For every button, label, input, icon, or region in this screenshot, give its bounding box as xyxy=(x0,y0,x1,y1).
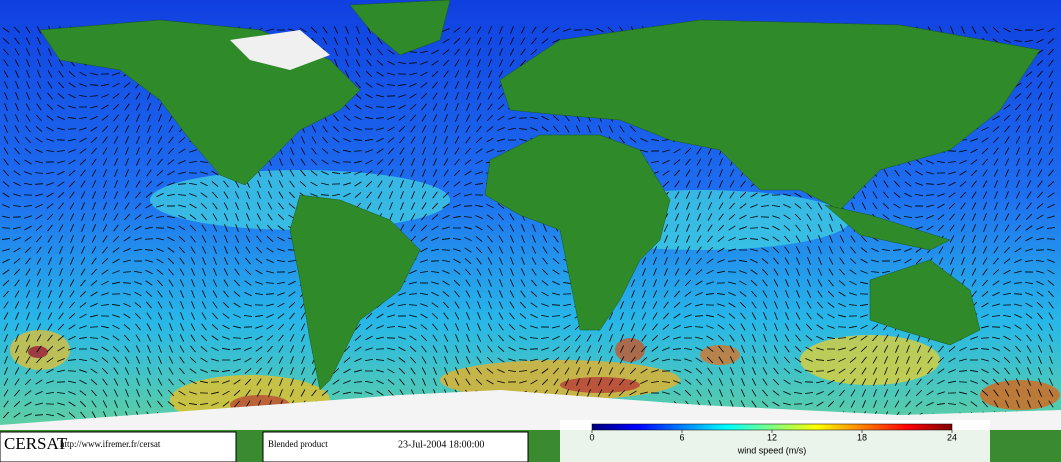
info-box xyxy=(262,431,529,462)
map-area xyxy=(0,0,1061,430)
colorbar-ticks: 0 6 12 18 24 xyxy=(589,430,957,442)
colorbar-tick-label: 0 xyxy=(589,432,594,442)
colorbar-title: wind speed (m/s) xyxy=(737,445,807,455)
date: 23-Jul-2004 18:00:00 xyxy=(398,439,484,450)
url: http://www.ifremer.fr/cersat xyxy=(60,439,161,449)
colorbar-tick-label: 24 xyxy=(947,432,957,442)
colorbar-tick-label: 12 xyxy=(767,432,777,442)
logo: CERSAT xyxy=(4,434,68,453)
ice xyxy=(230,30,330,70)
colorbar-tick-label: 6 xyxy=(679,432,684,442)
product: Blended product xyxy=(268,439,328,449)
colorbar xyxy=(591,423,953,431)
colorbar-tick-label: 18 xyxy=(857,432,867,442)
logo-box xyxy=(0,431,237,462)
